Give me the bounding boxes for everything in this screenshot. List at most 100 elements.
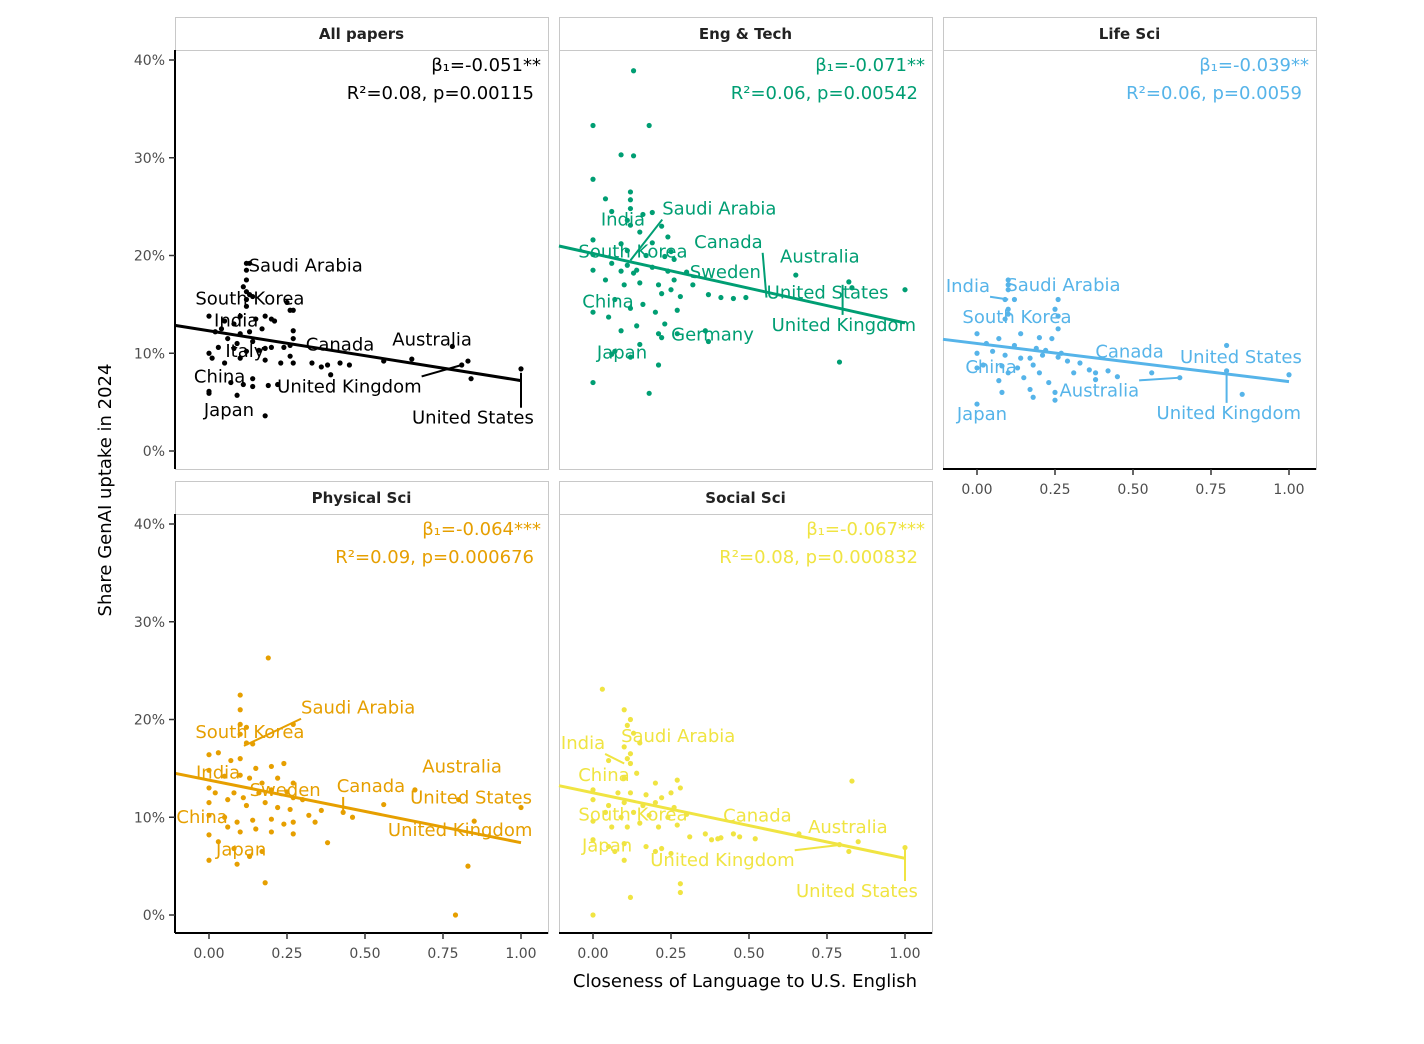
data-point xyxy=(590,912,596,918)
data-point xyxy=(590,237,596,243)
country-label: China xyxy=(582,291,633,312)
data-point xyxy=(262,313,268,319)
data-point xyxy=(231,321,237,327)
data-point xyxy=(1021,375,1027,381)
data-point xyxy=(449,343,455,350)
data-point xyxy=(702,831,708,837)
data-point xyxy=(290,780,296,786)
data-point xyxy=(1011,296,1018,303)
country-label: United Kingdom xyxy=(277,376,421,397)
x-tick-label: 0.25 xyxy=(271,946,302,962)
data-point xyxy=(752,836,758,842)
data-point xyxy=(643,792,649,798)
label-leader-line xyxy=(629,218,664,262)
data-point xyxy=(637,280,643,286)
x-axis-label: Closeness of Language to U.S. English xyxy=(573,971,917,992)
data-point xyxy=(206,388,212,394)
data-point xyxy=(1092,377,1099,383)
data-point xyxy=(999,363,1005,369)
data-point xyxy=(275,775,281,781)
x-tick-label: 1.00 xyxy=(1273,482,1304,498)
data-point xyxy=(1052,306,1058,312)
country-label: Saudi Arabia xyxy=(249,255,363,276)
regression-line xyxy=(558,244,906,325)
data-point xyxy=(637,740,643,746)
data-point xyxy=(677,889,683,896)
data-point xyxy=(655,282,662,288)
regression-line xyxy=(558,784,906,860)
data-point xyxy=(215,750,221,756)
facet-panel-3: Physical Sci β₁=-0.064*** R²=0.09, p=0.000… xyxy=(134,481,549,962)
data-point xyxy=(262,413,268,419)
data-point xyxy=(996,335,1002,342)
country-label: Canada xyxy=(694,232,763,253)
data-point xyxy=(730,295,737,302)
data-point xyxy=(306,812,312,818)
country-label: South Korea xyxy=(195,288,304,309)
x-tick-label: 1.00 xyxy=(889,946,920,962)
country-label: United States xyxy=(410,788,532,809)
y-tick-label: 0% xyxy=(143,444,165,460)
x-tick-label: 0.00 xyxy=(961,482,992,498)
data-point xyxy=(206,857,212,863)
x-tick-label: 0.50 xyxy=(349,946,380,962)
data-point xyxy=(590,379,596,386)
data-point xyxy=(637,229,643,235)
data-point xyxy=(671,277,677,283)
data-point xyxy=(246,329,253,335)
facet-title: Eng & Tech xyxy=(699,25,792,43)
data-point xyxy=(243,724,250,730)
data-point xyxy=(621,841,627,847)
facet-strip xyxy=(559,17,933,51)
data-point xyxy=(265,382,271,389)
data-point xyxy=(624,722,630,728)
data-point xyxy=(606,314,612,320)
country-label: Australia xyxy=(392,330,472,351)
x-tick-label: 1.00 xyxy=(505,946,536,962)
data-point xyxy=(206,799,212,806)
data-point xyxy=(624,756,630,762)
data-point xyxy=(627,894,634,901)
data-point xyxy=(253,316,259,322)
country-label: Australia xyxy=(780,246,860,267)
stat-beta: β₁=-0.067*** xyxy=(806,519,925,540)
data-point xyxy=(609,208,615,215)
data-point xyxy=(215,344,221,350)
country-label: China xyxy=(578,765,629,786)
data-point xyxy=(590,309,596,315)
data-point xyxy=(243,802,250,809)
x-tick-label: 0.00 xyxy=(193,946,224,962)
data-point xyxy=(212,790,218,796)
data-point xyxy=(349,814,356,820)
data-point xyxy=(290,831,296,837)
data-point xyxy=(240,284,246,290)
stat-beta: β₁=-0.051** xyxy=(431,55,541,76)
data-point xyxy=(237,313,243,319)
country-label: Australia xyxy=(422,756,502,777)
data-point xyxy=(659,291,665,297)
data-point xyxy=(652,799,659,806)
data-point xyxy=(708,837,715,843)
data-point xyxy=(602,277,609,283)
data-point xyxy=(246,853,253,859)
data-point xyxy=(1005,370,1011,376)
data-point xyxy=(243,267,250,273)
x-tick-label: 0.25 xyxy=(1039,482,1070,498)
country-label: India xyxy=(214,310,258,331)
data-point xyxy=(234,392,240,398)
data-point xyxy=(627,305,634,311)
data-point xyxy=(1030,362,1036,368)
data-point xyxy=(409,356,415,362)
data-point xyxy=(243,348,250,354)
data-point xyxy=(1052,397,1058,403)
data-point xyxy=(412,787,418,793)
data-point xyxy=(1077,360,1083,366)
data-point xyxy=(662,253,668,260)
y-tick-label: 10% xyxy=(134,810,165,826)
data-point xyxy=(231,790,237,796)
data-point xyxy=(1055,326,1061,332)
data-point xyxy=(1005,277,1011,283)
x-tick-label: 0.75 xyxy=(811,946,842,962)
data-point xyxy=(655,362,662,368)
data-point xyxy=(237,721,243,727)
